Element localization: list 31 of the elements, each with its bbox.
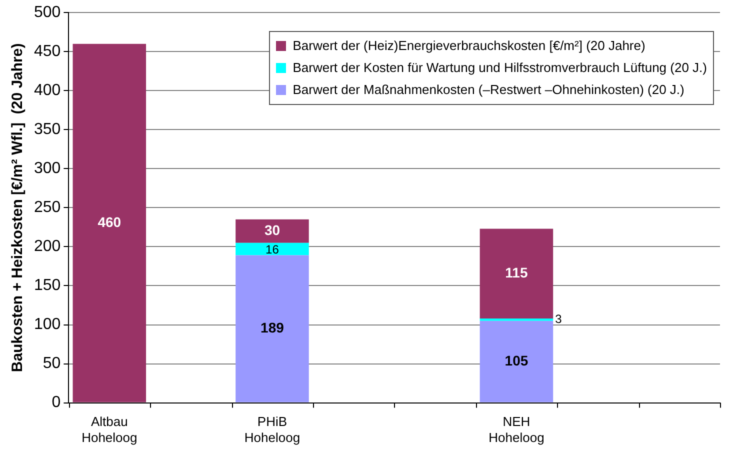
bar — [236, 219, 309, 243]
data-label: 105 — [504, 352, 528, 368]
data-label: 115 — [505, 264, 528, 281]
data-label: 189 — [260, 320, 284, 336]
x-tick-label: Altbau Hoheloog — [82, 414, 138, 445]
y-tick-label: 300 — [34, 160, 61, 178]
legend-label: Barwert der (Heiz)Energieverbrauchskosten [€/m²] (20 Jahre) — [292, 36, 646, 55]
y-tick-label: 400 — [34, 82, 61, 100]
y-tick-label: 0 — [52, 394, 61, 412]
data-label: 30 — [264, 222, 280, 238]
bar — [72, 44, 146, 402]
y-tick-label: 200 — [34, 238, 61, 256]
bar — [236, 242, 309, 256]
y-axis-title: Baukosten + Heizkosten [€/m² Wfl.] (20 Jahre) — [9, 43, 26, 372]
y-tick-label: 250 — [34, 199, 61, 216]
y-tick-label: 100 — [34, 316, 61, 334]
bar — [480, 228, 554, 319]
bar — [480, 320, 554, 402]
y-tick-label: 450 — [34, 43, 61, 60]
x-tick-label: PHiB Hoheloog — [244, 414, 300, 445]
bar — [236, 255, 309, 402]
data-label: 3 — [555, 312, 562, 326]
data-label: 460 — [98, 214, 122, 230]
legend-label: Barwert der Maßnahmenkosten (–Restwert –Ohnehinkosten) (20 J.) — [292, 80, 684, 99]
y-tick-label: 350 — [34, 121, 61, 138]
y-tick-label: 500 — [34, 4, 61, 22]
legend-label: Barwert der Kosten für Wartung und Hilfsstromverbrauch Lüftung (20 J.) — [292, 58, 707, 77]
data-label: 16 — [266, 242, 280, 256]
y-tick-label: 150 — [34, 277, 61, 294]
y-tick-label: 50 — [42, 355, 61, 372]
x-tick-label: NEH Hoheloog — [488, 414, 544, 445]
